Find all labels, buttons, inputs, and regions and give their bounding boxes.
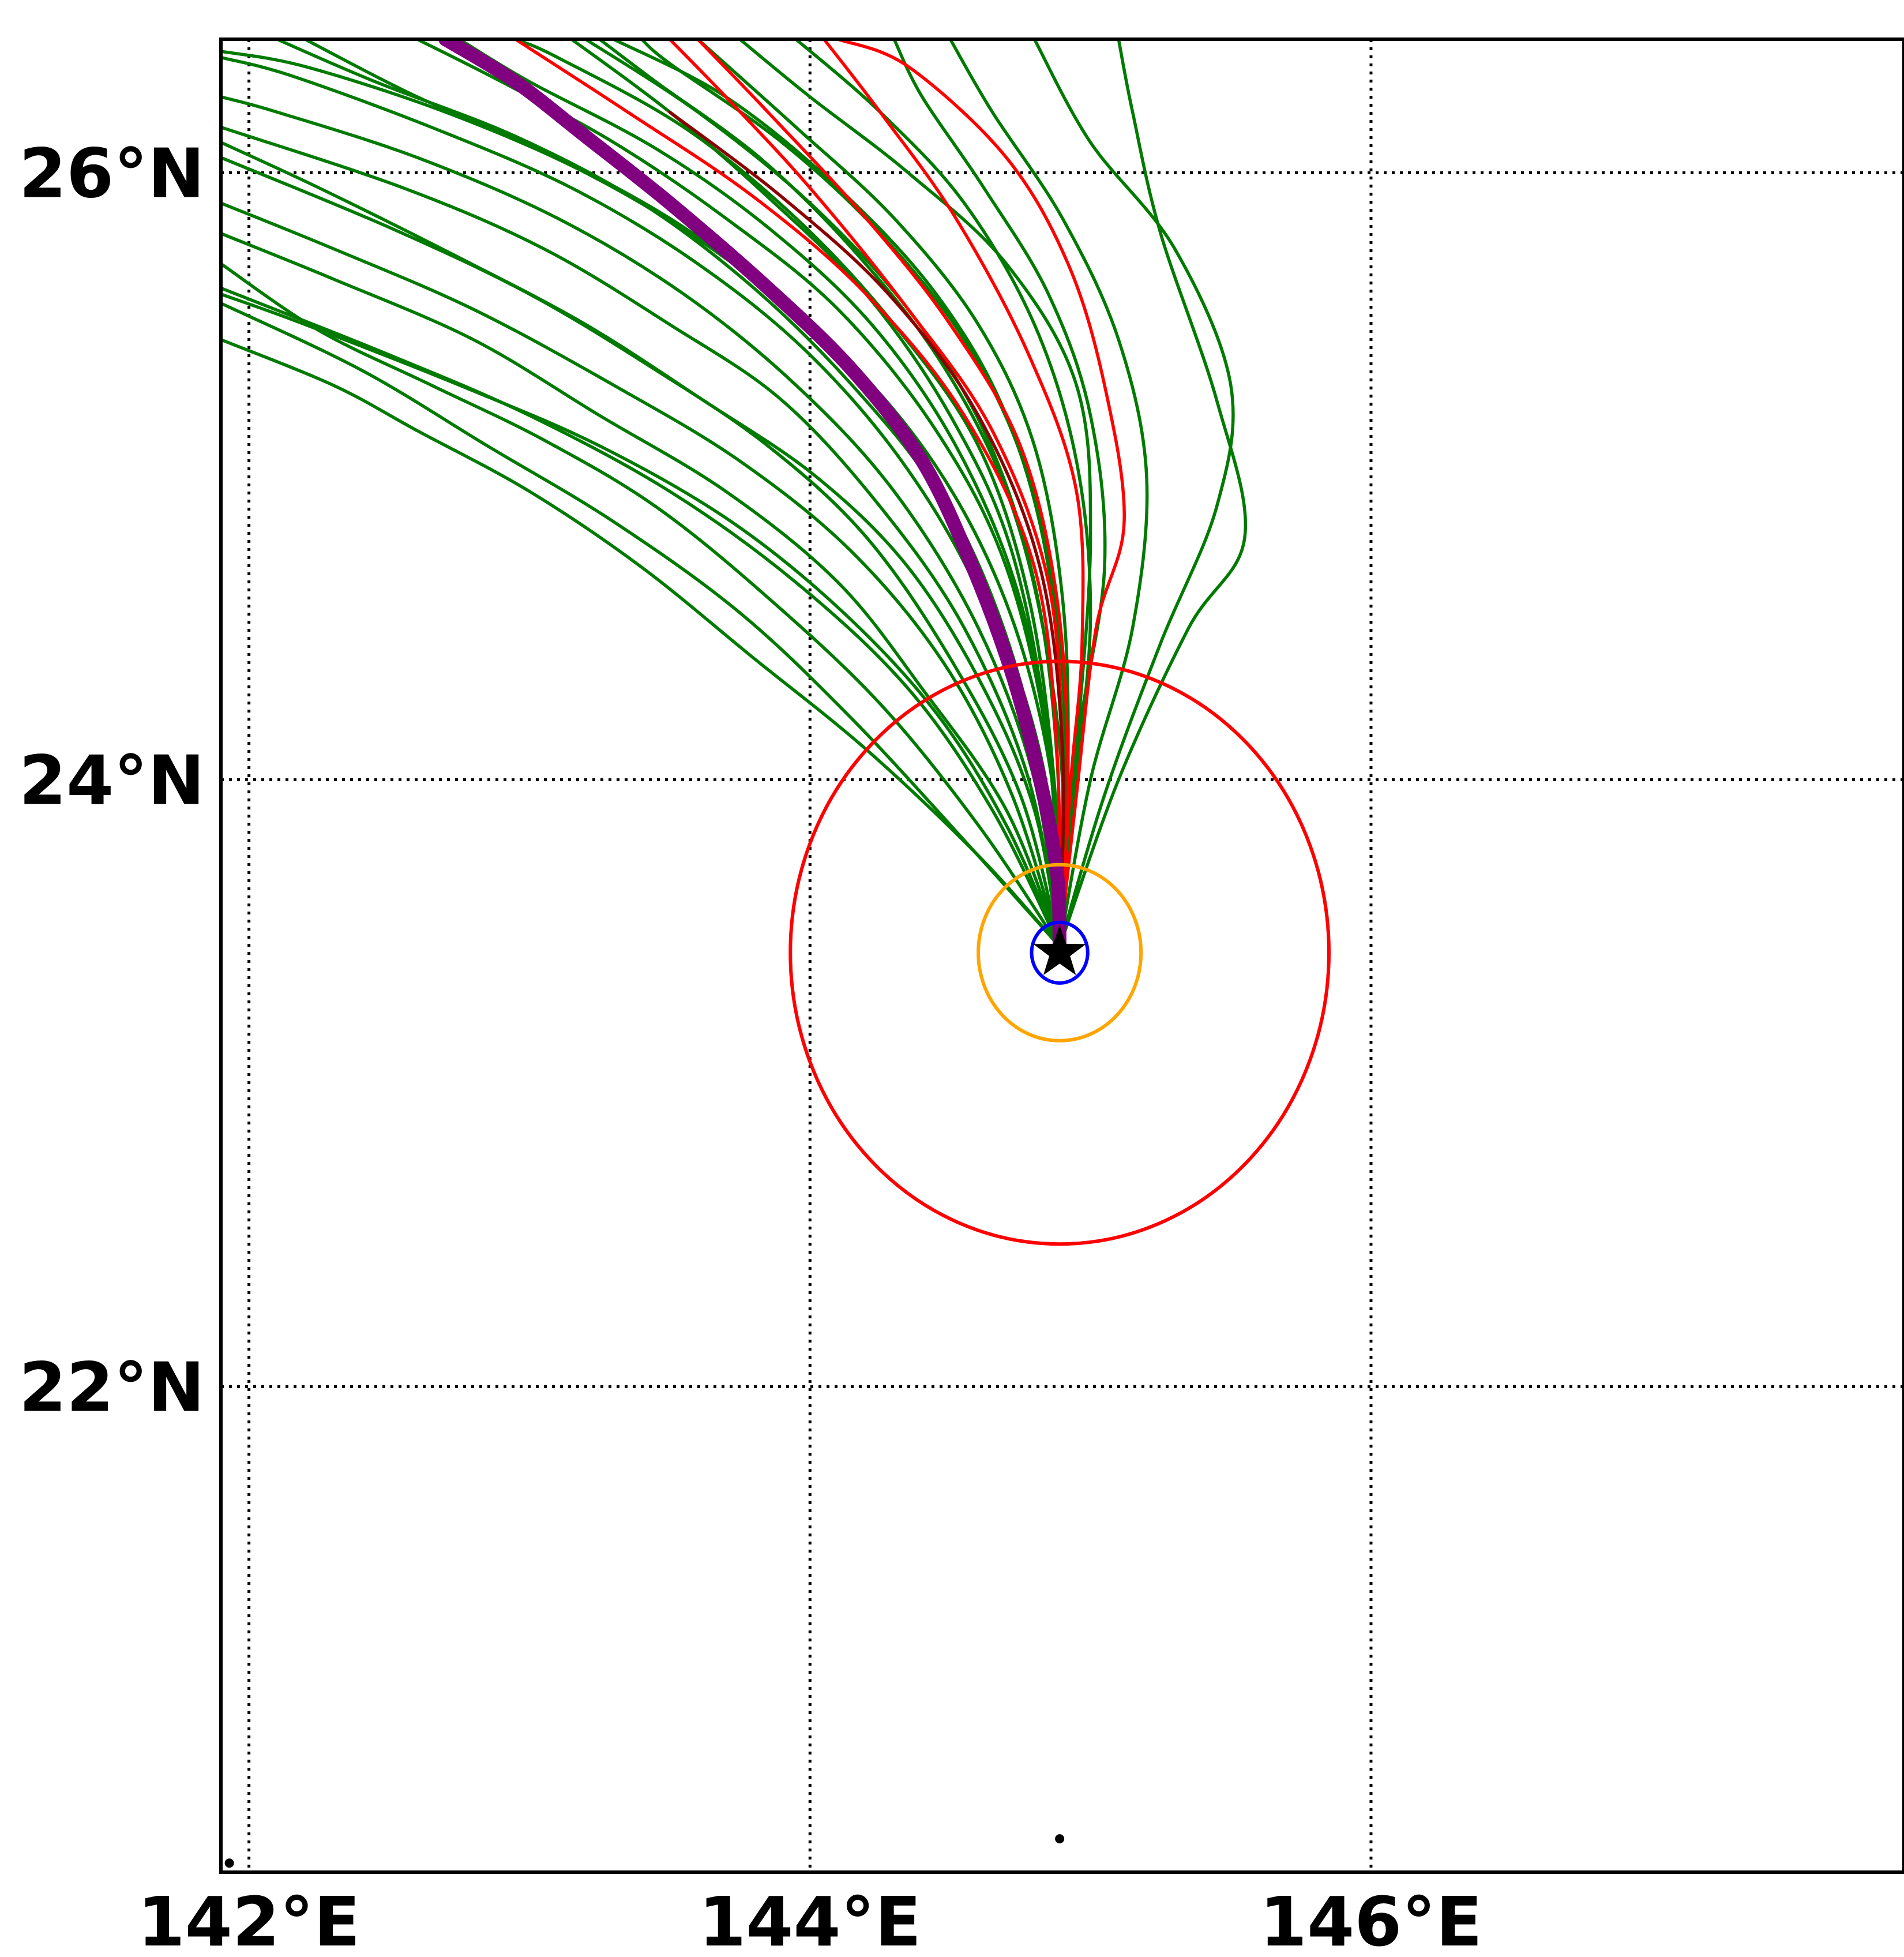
track-red-31 <box>836 39 1126 948</box>
track-red-34 <box>822 39 1085 948</box>
track-green-16 <box>221 201 1061 948</box>
lat-tick-label-26: 26°N <box>19 133 205 213</box>
track-green-13 <box>1058 39 1248 948</box>
star-icon <box>1033 925 1086 976</box>
track-green-21 <box>640 39 1067 948</box>
ensemble-tracks <box>221 39 1248 948</box>
range-circle-1 <box>977 863 1143 1043</box>
lon-tick-label-144: 144°E <box>698 1882 921 1957</box>
mean-track <box>438 39 1067 954</box>
track-green-25 <box>570 39 1061 948</box>
track-darkred-35 <box>668 110 1065 948</box>
tick-labels: 142°E 144°E 146°E 22°N 24°N 26°N <box>19 133 1482 1957</box>
lat-tick-label-22: 22°N <box>19 1347 205 1427</box>
mean-track-line <box>438 39 1067 954</box>
track-green-28 <box>221 293 1061 948</box>
track-green-7 <box>513 39 1061 948</box>
dot-marker-1 <box>224 1858 234 1868</box>
range-circles <box>788 659 1331 1246</box>
range-circle-2 <box>788 659 1331 1246</box>
storm-center <box>224 925 1086 1868</box>
map-frame <box>219 38 1904 1874</box>
lon-tick-label-146: 146°E <box>1260 1882 1482 1957</box>
track-green-2 <box>221 231 1061 948</box>
track-red-30 <box>696 39 1070 948</box>
track-green-27 <box>892 39 1107 948</box>
track-green-26 <box>598 39 1065 948</box>
track-green-0 <box>221 338 1061 948</box>
track-green-8 <box>612 39 1065 948</box>
track-green-10 <box>794 39 1092 948</box>
range-circle-0 <box>1030 920 1090 985</box>
track-green-23 <box>221 141 1061 948</box>
track-green-15 <box>221 286 1061 948</box>
track-green-1 <box>221 301 1061 948</box>
dot-marker-0 <box>1055 1834 1065 1844</box>
track-green-11 <box>948 39 1149 948</box>
track-green-17 <box>221 125 1061 948</box>
track-green-12 <box>1032 39 1235 948</box>
track-red-33 <box>513 39 1061 948</box>
track-green-22 <box>221 262 1061 948</box>
track-green-3 <box>221 156 1061 948</box>
lat-tick-label-24: 24°N <box>19 740 205 820</box>
track-green-6 <box>415 39 1061 948</box>
lon-tick-label-142: 142°E <box>138 1882 360 1957</box>
track-green-4 <box>221 95 1061 948</box>
